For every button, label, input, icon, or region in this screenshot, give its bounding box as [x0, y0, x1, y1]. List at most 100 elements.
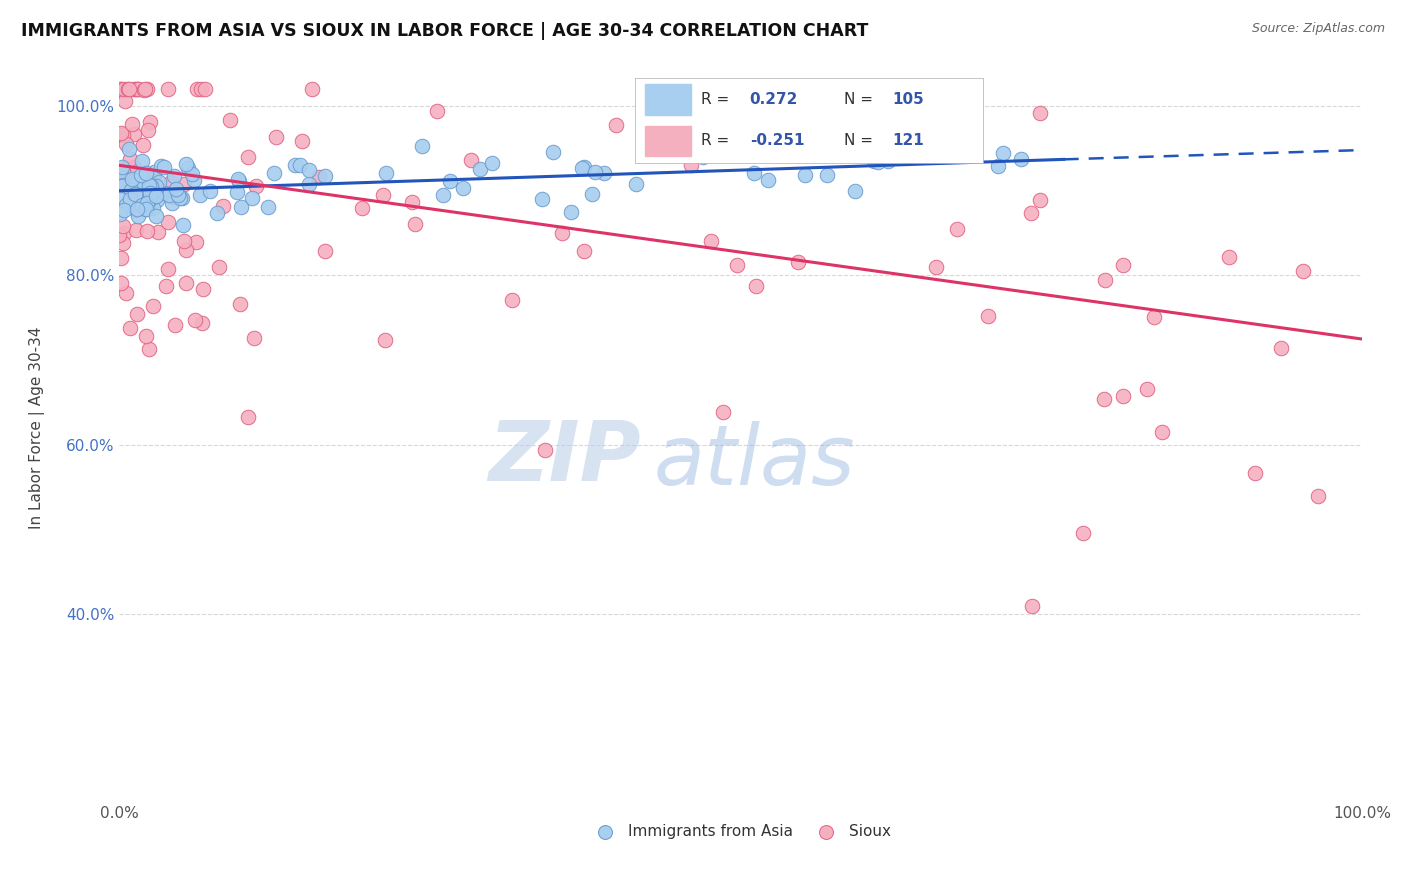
Point [146, 225, 169, 239]
Point [411, 138, 433, 153]
Point [174, 156, 197, 170]
Point [110, 277, 132, 291]
Point [110, 176, 132, 190]
Point [139, 114, 162, 128]
Point [1292, 264, 1315, 278]
Point [114, 226, 136, 240]
Point [453, 181, 475, 195]
Point [118, 142, 141, 156]
Point [145, 189, 167, 203]
Point [157, 82, 180, 96]
Point [118, 321, 141, 335]
Point [481, 155, 503, 169]
Point [866, 155, 889, 169]
Point [131, 138, 153, 153]
Point [779, 95, 801, 110]
Point [127, 82, 149, 96]
Point [142, 165, 165, 179]
Point [460, 153, 482, 167]
Point [439, 174, 461, 188]
Point [298, 177, 321, 191]
Point [114, 136, 136, 151]
Point [198, 184, 221, 198]
Point [242, 331, 264, 345]
Point [118, 152, 141, 166]
Point [127, 307, 149, 321]
Point [169, 191, 191, 205]
Point [1150, 425, 1173, 439]
Point [135, 224, 157, 238]
Point [314, 244, 336, 259]
Point [122, 160, 145, 174]
Point [211, 199, 233, 213]
Point [157, 188, 180, 202]
Point [977, 309, 1000, 323]
Point [131, 199, 153, 213]
Point [725, 258, 748, 272]
Point [184, 235, 207, 249]
Point [1071, 526, 1094, 541]
Point [162, 196, 184, 211]
Y-axis label: In Labor Force | Age 30-34: In Labor Force | Age 30-34 [30, 326, 45, 529]
Point [134, 329, 156, 343]
Point [572, 160, 595, 174]
Point [125, 176, 148, 190]
Point [111, 164, 134, 178]
Point [112, 82, 135, 96]
Point [593, 166, 616, 180]
Point [125, 203, 148, 218]
Point [111, 219, 134, 233]
Point [531, 192, 554, 206]
Point [172, 191, 194, 205]
Point [142, 201, 165, 215]
Point [145, 179, 167, 194]
Point [692, 150, 714, 164]
Point [572, 244, 595, 258]
Point [110, 207, 132, 221]
Point [1021, 599, 1043, 614]
Point [1270, 341, 1292, 355]
Point [314, 169, 336, 183]
Point [946, 222, 969, 236]
Point [132, 83, 155, 97]
Point [942, 145, 965, 159]
Point [932, 147, 955, 161]
Point [138, 178, 160, 193]
Point [681, 158, 703, 172]
Point [846, 142, 869, 156]
Point [205, 206, 228, 220]
Point [156, 214, 179, 228]
Point [236, 150, 259, 164]
Point [177, 161, 200, 175]
Text: atlas: atlas [654, 421, 855, 502]
Point [284, 158, 307, 172]
Point [131, 153, 153, 168]
Point [165, 182, 187, 196]
Point [132, 202, 155, 216]
Point [136, 200, 159, 214]
Point [125, 82, 148, 96]
Point [157, 261, 180, 276]
Point [124, 223, 146, 237]
Point [374, 333, 396, 347]
Point [863, 154, 886, 169]
Point [877, 154, 900, 169]
Point [143, 168, 166, 182]
Point [122, 183, 145, 197]
Point [162, 190, 184, 204]
Point [426, 103, 449, 118]
Point [114, 286, 136, 301]
Point [1112, 258, 1135, 272]
Point [1028, 193, 1050, 207]
Point [713, 405, 735, 419]
Point [758, 173, 780, 187]
Point [110, 251, 132, 265]
Point [501, 293, 523, 307]
Point [226, 172, 249, 186]
Point [145, 209, 167, 223]
Point [112, 162, 135, 177]
Point [934, 82, 956, 96]
Point [142, 300, 165, 314]
Point [1021, 205, 1043, 219]
Point [844, 184, 866, 198]
